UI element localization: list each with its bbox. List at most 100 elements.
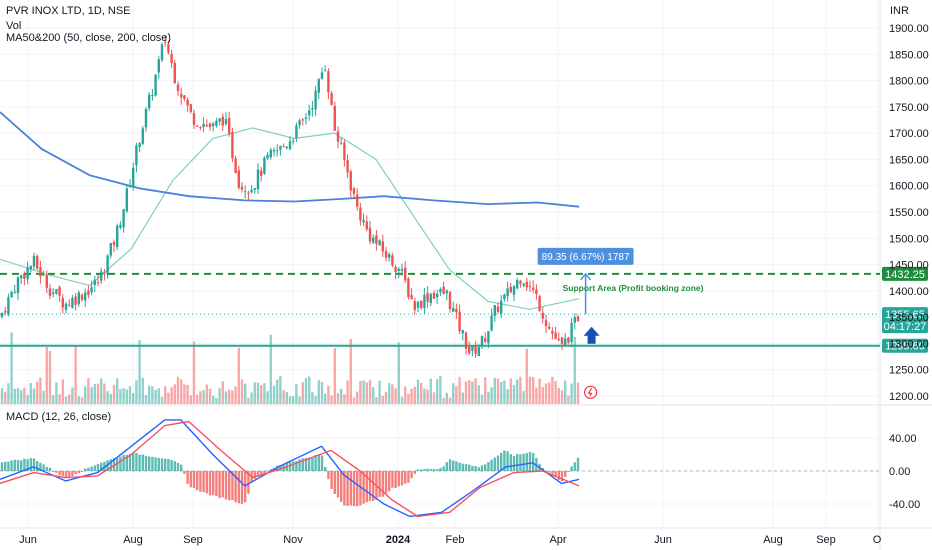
candle-body bbox=[276, 150, 279, 152]
candle-body bbox=[372, 237, 375, 243]
volume-bar bbox=[157, 388, 160, 404]
macd-histogram-bar bbox=[455, 461, 458, 471]
macd-histogram-bar bbox=[48, 467, 52, 471]
macd-histogram-bar bbox=[154, 457, 157, 471]
macd-histogram-bar bbox=[516, 454, 519, 471]
macd-histogram-bar bbox=[372, 471, 375, 501]
candle-body bbox=[58, 287, 61, 296]
volume-bar bbox=[343, 394, 346, 404]
macd-histogram-bar bbox=[343, 471, 346, 506]
candle-body bbox=[269, 149, 272, 158]
macd-histogram-bar bbox=[477, 467, 480, 471]
candle-body bbox=[202, 123, 205, 128]
candle-body bbox=[496, 306, 500, 312]
macd-histogram-bar bbox=[215, 471, 218, 496]
candle-body bbox=[544, 320, 548, 327]
currency-label[interactable]: INR bbox=[890, 5, 909, 17]
candle-body bbox=[564, 338, 567, 346]
volume-bar bbox=[570, 383, 573, 404]
macd-histogram-bar bbox=[327, 471, 330, 480]
candle-body bbox=[234, 158, 237, 173]
volume-bar bbox=[551, 376, 554, 404]
level-price-badge bbox=[882, 266, 928, 281]
macd-histogram-bar bbox=[404, 471, 407, 484]
volume-bar bbox=[282, 390, 285, 404]
candle-body bbox=[20, 275, 23, 279]
candle-body bbox=[13, 291, 16, 293]
volume-bar bbox=[538, 378, 541, 404]
candle-body bbox=[442, 286, 445, 295]
volume-bar bbox=[436, 379, 439, 404]
macd-histogram-bar bbox=[525, 453, 528, 471]
candle-body bbox=[154, 74, 157, 96]
volume-bar bbox=[199, 391, 202, 404]
macd-histogram-bar bbox=[301, 458, 304, 471]
volume-bar bbox=[260, 385, 263, 404]
macd-histogram-bar bbox=[474, 466, 477, 471]
volume-bar bbox=[477, 385, 480, 404]
price-tick-label: 1600.00 bbox=[889, 181, 929, 193]
candle-body bbox=[141, 128, 144, 144]
volume-bar bbox=[20, 390, 23, 404]
macd-histogram-bar bbox=[112, 458, 116, 471]
candle-body bbox=[493, 305, 496, 316]
macd-histogram-bar bbox=[39, 462, 42, 471]
candle-body bbox=[26, 267, 29, 280]
candle-body bbox=[436, 293, 439, 298]
candle-body bbox=[228, 118, 231, 134]
candle-body bbox=[570, 322, 573, 342]
volume-bar bbox=[576, 382, 580, 404]
candle-body bbox=[576, 316, 580, 322]
macd-histogram-bar bbox=[237, 471, 240, 504]
candle-body bbox=[10, 291, 13, 298]
macd-histogram-bar bbox=[164, 458, 167, 471]
macd-histogram-bar bbox=[196, 471, 199, 491]
macd-histogram-bar bbox=[205, 471, 208, 494]
macd-histogram-bar bbox=[288, 461, 292, 471]
volume-bar bbox=[112, 384, 116, 404]
macd-histogram-bar bbox=[468, 464, 471, 471]
macd-histogram-bar bbox=[445, 462, 448, 471]
macd-histogram-bar bbox=[458, 462, 461, 471]
price-tick-label: 1700.00 bbox=[889, 128, 929, 140]
macd-histogram-bar bbox=[362, 471, 365, 504]
macd-histogram-bar bbox=[416, 469, 420, 471]
volume-bar bbox=[208, 388, 212, 404]
candle-body bbox=[151, 94, 154, 96]
candle-body bbox=[333, 106, 336, 131]
candle-body bbox=[109, 243, 112, 256]
macd-histogram-bar bbox=[144, 455, 148, 471]
candle-body bbox=[512, 286, 516, 295]
macd-histogram-bar bbox=[493, 457, 496, 471]
volume-bar bbox=[400, 396, 404, 404]
volume-bar bbox=[173, 384, 176, 404]
candle-body bbox=[199, 126, 202, 128]
macd-histogram-bar bbox=[218, 471, 221, 498]
volume-bar bbox=[36, 381, 39, 404]
macd-histogram-bar bbox=[135, 452, 138, 471]
volume-bar bbox=[58, 394, 61, 404]
macd-histogram-bar bbox=[100, 462, 103, 471]
candle-body bbox=[167, 44, 170, 53]
volume-bar bbox=[42, 390, 45, 404]
candle-body bbox=[218, 118, 221, 122]
volume-bar bbox=[61, 379, 64, 404]
candle-body bbox=[253, 188, 256, 190]
candle-body bbox=[548, 326, 551, 329]
macd-histogram-bar bbox=[436, 469, 439, 471]
candle-body bbox=[96, 281, 100, 283]
volume-bar bbox=[372, 387, 375, 404]
candle-body bbox=[93, 279, 96, 286]
macd-histogram-bar bbox=[426, 468, 429, 471]
macd-histogram-bar bbox=[212, 471, 215, 496]
volume-bar bbox=[560, 390, 564, 404]
volume-bar bbox=[285, 391, 288, 404]
candle-body bbox=[340, 143, 343, 145]
volume-bar bbox=[186, 384, 189, 404]
volume-bar bbox=[512, 384, 516, 404]
candle-body bbox=[119, 224, 122, 228]
candle-body bbox=[560, 337, 564, 344]
volume-bar bbox=[557, 387, 560, 404]
volume-bar bbox=[381, 395, 384, 404]
